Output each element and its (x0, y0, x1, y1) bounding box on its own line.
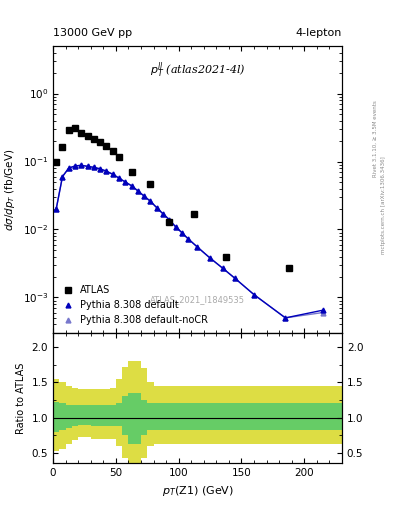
ATLAS (110, 147, 115, 154)
Pythia 8.308 default-noCR (98, 166, 103, 172)
Legend: ATLAS, Pythia 8.308 default, Pythia 8.308 default-noCR: ATLAS, Pythia 8.308 default, Pythia 8.30… (58, 283, 211, 328)
Pythia 8.308 default-noCR (180, 229, 184, 236)
Y-axis label: $d\sigma/dp_T$ (fb/GeV): $d\sigma/dp_T$ (fb/GeV) (3, 148, 17, 231)
Pythia 8.308 default-noCR (195, 244, 200, 250)
Pythia 8.308 default (233, 275, 237, 282)
Pythia 8.308 default-noCR (54, 206, 59, 212)
Pythia 8.308 default-noCR (148, 198, 153, 204)
Pythia 8.308 default (85, 163, 90, 169)
Pythia 8.308 default (252, 291, 256, 297)
Text: 4-lepton: 4-lepton (296, 28, 342, 38)
ATLAS (92, 136, 96, 142)
Pythia 8.308 default-noCR (220, 265, 225, 271)
ATLAS (117, 154, 121, 160)
Pythia 8.308 default-noCR (85, 163, 90, 169)
ATLAS (192, 211, 197, 217)
Line: Pythia 8.308 default: Pythia 8.308 default (54, 163, 325, 321)
Text: Rivet 3.1.10, ≥ 3.5M events: Rivet 3.1.10, ≥ 3.5M events (373, 100, 378, 177)
Pythia 8.308 default (321, 307, 325, 313)
Pythia 8.308 default-noCR (60, 174, 65, 180)
Text: 13000 GeV pp: 13000 GeV pp (53, 28, 132, 38)
Pythia 8.308 default (195, 244, 200, 250)
ATLAS (54, 158, 59, 164)
Y-axis label: Ratio to ATLAS: Ratio to ATLAS (16, 362, 26, 434)
Pythia 8.308 default-noCR (208, 255, 212, 261)
Pythia 8.308 default-noCR (252, 291, 256, 297)
Text: ATLAS_2021_I1849535: ATLAS_2021_I1849535 (150, 295, 245, 304)
Pythia 8.308 default (142, 193, 147, 199)
Pythia 8.308 default (148, 198, 153, 204)
Pythia 8.308 default (208, 255, 212, 261)
Pythia 8.308 default-noCR (110, 171, 115, 177)
Pythia 8.308 default-noCR (129, 183, 134, 189)
Pythia 8.308 default (220, 265, 225, 271)
ATLAS (79, 130, 84, 136)
Pythia 8.308 default-noCR (233, 275, 237, 282)
Pythia 8.308 default (98, 166, 103, 172)
Pythia 8.308 default (54, 206, 59, 212)
Text: $p_T^{ll}$ (atlas2021-4l): $p_T^{ll}$ (atlas2021-4l) (150, 60, 245, 80)
Pythia 8.308 default (60, 174, 65, 180)
ATLAS (85, 133, 90, 139)
Pythia 8.308 default-noCR (186, 236, 191, 242)
Pythia 8.308 default (186, 236, 191, 242)
Pythia 8.308 default-noCR (136, 188, 140, 194)
Pythia 8.308 default (161, 211, 165, 217)
Pythia 8.308 default (92, 164, 96, 170)
Pythia 8.308 default (136, 188, 140, 194)
Line: ATLAS: ATLAS (53, 125, 292, 271)
Pythia 8.308 default (283, 315, 288, 321)
Text: mctplots.cern.ch [arXiv:1306.3436]: mctplots.cern.ch [arXiv:1306.3436] (381, 156, 386, 253)
Pythia 8.308 default-noCR (161, 211, 165, 217)
ATLAS (148, 181, 153, 187)
ATLAS (167, 219, 172, 225)
Pythia 8.308 default-noCR (154, 204, 159, 210)
Pythia 8.308 default-noCR (104, 168, 109, 174)
Pythia 8.308 default (66, 165, 71, 171)
ATLAS (60, 144, 65, 150)
ATLAS (98, 139, 103, 145)
Pythia 8.308 default-noCR (73, 163, 77, 169)
ATLAS (286, 265, 291, 271)
Pythia 8.308 default-noCR (92, 164, 96, 170)
Pythia 8.308 default (117, 175, 121, 181)
Pythia 8.308 default-noCR (123, 179, 128, 185)
X-axis label: $p_T$(Z1) (GeV): $p_T$(Z1) (GeV) (162, 484, 233, 498)
ATLAS (73, 125, 77, 131)
Pythia 8.308 default (123, 179, 128, 185)
Pythia 8.308 default-noCR (173, 224, 178, 230)
ATLAS (66, 126, 71, 133)
Pythia 8.308 default-noCR (117, 175, 121, 181)
Pythia 8.308 default (104, 168, 109, 174)
Pythia 8.308 default (79, 162, 84, 168)
ATLAS (104, 143, 109, 149)
Pythia 8.308 default-noCR (66, 165, 71, 171)
Pythia 8.308 default-noCR (321, 309, 325, 315)
Pythia 8.308 default-noCR (283, 315, 288, 321)
Pythia 8.308 default (167, 217, 172, 223)
Pythia 8.308 default (173, 224, 178, 230)
Pythia 8.308 default (73, 163, 77, 169)
Pythia 8.308 default (129, 183, 134, 189)
Pythia 8.308 default-noCR (142, 193, 147, 199)
Pythia 8.308 default (110, 171, 115, 177)
Pythia 8.308 default-noCR (167, 217, 172, 223)
ATLAS (223, 253, 228, 260)
Pythia 8.308 default (154, 204, 159, 210)
Line: Pythia 8.308 default-noCR: Pythia 8.308 default-noCR (54, 163, 325, 321)
ATLAS (129, 169, 134, 175)
Pythia 8.308 default-noCR (79, 162, 84, 168)
Pythia 8.308 default (180, 229, 184, 236)
